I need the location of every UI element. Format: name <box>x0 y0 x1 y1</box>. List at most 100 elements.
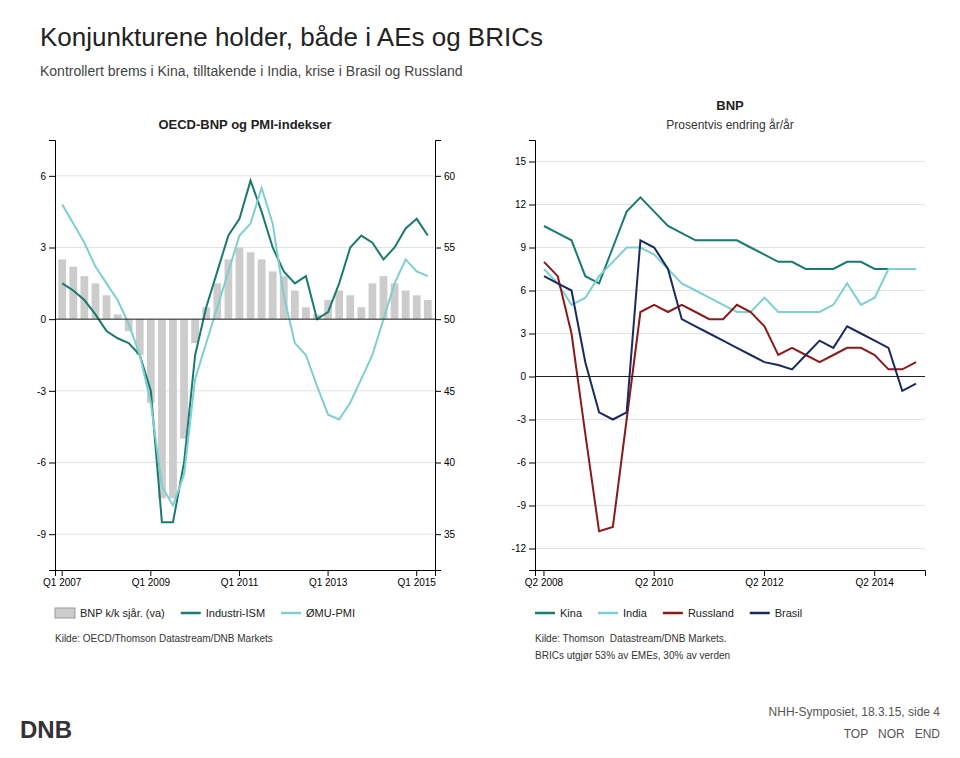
y-tick-label: -9 <box>37 529 46 540</box>
bar <box>236 248 244 320</box>
x-tick: Q2 2014 <box>856 570 895 588</box>
chart: -12-9-6-303691215Q2 2008Q2 2010Q2 2012Q2… <box>512 98 926 661</box>
y-tick-label: 0 <box>520 371 526 382</box>
legend-swatch <box>535 612 555 615</box>
y2-tick-mark <box>435 176 441 177</box>
legend-item: BNP k/k sjår. (va) <box>55 607 165 619</box>
x-axis: Q1 2007 Q1 2009 Q1 2011 Q1 2013 Q1 2015 <box>43 570 436 588</box>
y2-tick-mark <box>435 463 441 464</box>
grid-line <box>535 462 925 463</box>
y-tick-mark <box>49 176 55 177</box>
y-tick: -3 <box>37 386 55 397</box>
bar <box>357 307 365 319</box>
y-axis: -9-6-3036 <box>37 141 55 571</box>
bar <box>391 283 399 319</box>
y2-tick: 60 <box>435 171 456 182</box>
legend-item: Brasil <box>750 607 803 619</box>
x-tick-label: Q1 2011 <box>221 577 259 588</box>
page-subtitle: Kontrollert brems i Kina, tilltakende i … <box>40 63 463 79</box>
y-tick: 0 <box>40 314 55 325</box>
legend-swatch <box>55 608 75 618</box>
y-tick: 0 <box>520 371 535 382</box>
y-tick: -12 <box>512 543 535 554</box>
x-axis-line <box>536 571 926 577</box>
legend-label: ØMU-PMI <box>306 607 355 619</box>
grid-line <box>535 419 925 420</box>
y-tick: 3 <box>520 328 535 339</box>
bar <box>269 271 277 319</box>
y2-tick: 55 <box>435 242 456 253</box>
y2-tick: 40 <box>435 457 456 468</box>
bar <box>58 259 66 319</box>
x-tick-label: Q2 2008 <box>525 577 564 588</box>
x-tick: Q1 2015 <box>398 570 437 588</box>
y-tick: -6 <box>517 457 535 468</box>
line-series <box>544 197 916 283</box>
legend-swatch <box>750 612 770 615</box>
x-tick-label: Q1 2015 <box>398 577 437 588</box>
bar <box>413 295 421 319</box>
y-tick-label: 3 <box>520 328 526 339</box>
x-tick-label: Q1 2013 <box>309 577 348 588</box>
grid-line <box>535 247 925 248</box>
x-tick: Q1 2013 <box>309 570 348 588</box>
chart: -9-6-3036354045505560Q1 2007Q1 2009Q1 20… <box>37 117 455 644</box>
legend-item: Kina <box>535 607 583 619</box>
y2-tick-label: 40 <box>444 457 456 468</box>
bar <box>247 252 255 319</box>
y-tick-label: 6 <box>520 285 526 296</box>
y-tick: 9 <box>520 242 535 253</box>
y-axis: -12-9-6-303691215 <box>512 141 536 571</box>
y-tick-mark <box>49 319 55 320</box>
x-tick-mark <box>764 570 765 576</box>
legend-swatch <box>181 612 201 615</box>
x-tick: Q1 2007 <box>43 570 82 588</box>
bar <box>369 283 377 319</box>
zero-line <box>55 319 435 320</box>
y-tick-label: 0 <box>40 314 46 325</box>
x-tick: Q2 2008 <box>525 570 564 588</box>
x-tick-mark <box>328 570 329 576</box>
y-tick-mark <box>529 377 535 378</box>
y2-tick-label: 45 <box>444 386 456 397</box>
plot-area <box>55 181 435 523</box>
legend: Kina India Russland Brasil <box>535 607 802 619</box>
x-tick: Q1 2009 <box>132 570 171 588</box>
bar <box>302 307 310 319</box>
grid-line <box>535 548 925 549</box>
grid-line <box>535 161 925 162</box>
y-tick: 3 <box>40 242 55 253</box>
x-axis: Q2 2008Q2 2010Q2 2012Q2 2014 <box>525 570 926 588</box>
y-tick: -6 <box>37 457 55 468</box>
y2-tick: 45 <box>435 386 456 397</box>
chart-annotation: Kilde: Thomson Datastream/DNB Markets. <box>535 633 727 644</box>
y2-tick-mark <box>435 319 441 320</box>
legend-label: Industri-ISM <box>206 607 265 619</box>
legend-swatch <box>663 612 683 615</box>
y-tick-mark <box>49 391 55 392</box>
line-series <box>544 262 916 531</box>
line-series <box>544 240 916 419</box>
y-tick: 15 <box>515 156 535 167</box>
legend-label: Russland <box>688 607 734 619</box>
y-tick-mark <box>529 463 535 464</box>
x-tick-mark <box>150 570 151 576</box>
bar <box>169 319 177 498</box>
x-tick-mark <box>416 570 417 576</box>
y-tick-mark <box>529 205 535 206</box>
y-axis-line <box>49 141 56 571</box>
y-tick-mark <box>49 534 55 535</box>
legend-item: India <box>598 607 648 619</box>
y-tick-mark <box>529 334 535 335</box>
line-series <box>62 188 428 506</box>
grid-line <box>535 505 925 506</box>
x-tick-label: Q1 2009 <box>132 577 171 588</box>
y2-tick-mark <box>435 391 441 392</box>
bar <box>114 314 122 319</box>
y-tick-label: 9 <box>520 242 526 253</box>
y2-tick-label: 35 <box>444 529 456 540</box>
bar <box>346 295 354 319</box>
bar <box>335 291 343 320</box>
y-tick-mark <box>529 248 535 249</box>
y-tick: -9 <box>517 500 535 511</box>
